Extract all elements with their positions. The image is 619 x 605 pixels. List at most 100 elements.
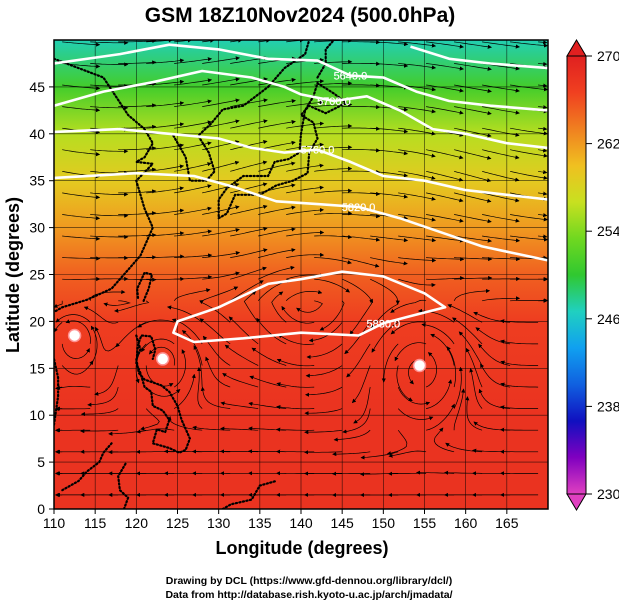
streamline bbox=[398, 149, 436, 158]
x-tick-label: 115 bbox=[84, 515, 107, 531]
streamline bbox=[342, 257, 380, 268]
coastline bbox=[117, 461, 130, 509]
streamline bbox=[426, 214, 464, 223]
streamline bbox=[454, 149, 492, 160]
streamline bbox=[370, 63, 409, 68]
streamline bbox=[426, 149, 464, 160]
streamline bbox=[230, 266, 267, 280]
coastline bbox=[217, 81, 349, 220]
streamline bbox=[62, 214, 101, 221]
streamline bbox=[430, 333, 455, 366]
streamline bbox=[510, 127, 548, 136]
streamline bbox=[202, 56, 240, 64]
streamline bbox=[454, 106, 492, 116]
streamline bbox=[202, 251, 241, 258]
streamline bbox=[314, 257, 352, 265]
streamline bbox=[167, 305, 203, 323]
streamline bbox=[80, 408, 119, 417]
streamline bbox=[258, 98, 296, 107]
streamline bbox=[370, 106, 409, 112]
wind-streamlines bbox=[54, 40, 548, 498]
streamline bbox=[230, 280, 264, 302]
streamline bbox=[454, 192, 492, 203]
streamline bbox=[381, 343, 399, 383]
streamline bbox=[230, 248, 268, 258]
closed-lows bbox=[67, 328, 427, 373]
streamline bbox=[304, 408, 343, 416]
streamline bbox=[538, 148, 548, 153]
streamline bbox=[251, 347, 287, 366]
streamline bbox=[140, 408, 160, 431]
streamline bbox=[286, 121, 325, 129]
streamline bbox=[458, 331, 483, 366]
streamline bbox=[141, 338, 175, 353]
streamline bbox=[447, 304, 483, 323]
x-tick-label: 130 bbox=[207, 515, 231, 531]
streamline bbox=[426, 257, 465, 262]
streamline bbox=[136, 428, 175, 434]
streamline bbox=[174, 78, 213, 86]
streamline bbox=[286, 142, 324, 151]
streamline bbox=[426, 84, 464, 93]
streamline bbox=[62, 149, 101, 157]
streamline bbox=[454, 84, 492, 93]
streamline bbox=[61, 360, 94, 375]
streamline bbox=[62, 41, 101, 47]
streamline bbox=[454, 127, 492, 138]
streamline bbox=[386, 429, 408, 456]
streamline bbox=[276, 404, 315, 410]
streamline bbox=[421, 322, 455, 345]
streamline bbox=[346, 343, 371, 378]
streamline bbox=[342, 235, 381, 242]
streamline bbox=[342, 408, 371, 434]
streamline bbox=[538, 83, 548, 88]
streamline bbox=[314, 188, 353, 194]
streamline bbox=[398, 257, 437, 263]
coastline bbox=[221, 479, 278, 509]
streamline bbox=[319, 300, 345, 331]
height-contours: 5880.0 5820.0 5760.0 5700.0 5640.0 bbox=[54, 43, 548, 344]
streamline bbox=[482, 170, 520, 182]
colorbar-tick-label: 262 bbox=[597, 136, 619, 152]
streamline bbox=[342, 191, 381, 196]
streamline bbox=[90, 40, 129, 45]
colorbar-tick-label: 254 bbox=[597, 223, 619, 239]
streamline bbox=[510, 41, 548, 48]
streamline bbox=[193, 345, 203, 388]
streamline bbox=[344, 322, 371, 355]
streamline bbox=[370, 192, 409, 199]
streamline bbox=[538, 61, 548, 67]
streamline bbox=[286, 230, 325, 237]
y-tick-label: 45 bbox=[29, 79, 45, 95]
cyclone-center bbox=[155, 352, 170, 366]
streamline bbox=[276, 358, 315, 367]
plot-area: 5880.0 5820.0 5760.0 5700.0 5640.0 bbox=[53, 39, 549, 510]
streamline bbox=[83, 306, 119, 324]
y-axis: 0 5 10 15 20 25 30 35 40 45 bbox=[29, 79, 54, 517]
streamline bbox=[342, 214, 381, 219]
streamline bbox=[258, 183, 296, 194]
streamline bbox=[202, 205, 240, 215]
colorbar-ramp bbox=[566, 55, 587, 495]
streamline bbox=[305, 365, 343, 378]
streamline bbox=[370, 278, 400, 305]
streamline bbox=[200, 386, 231, 409]
x-tick-label: 165 bbox=[495, 515, 519, 531]
streamline bbox=[454, 235, 492, 243]
streamline bbox=[465, 396, 483, 431]
streamline bbox=[65, 319, 91, 344]
streamline bbox=[258, 227, 296, 237]
streamline bbox=[202, 286, 239, 302]
height-contour bbox=[172, 270, 447, 344]
streamline bbox=[482, 296, 521, 302]
streamline bbox=[118, 189, 157, 194]
streamline bbox=[258, 140, 296, 151]
streamline bbox=[469, 368, 483, 409]
height-contour bbox=[54, 171, 548, 262]
colorbar-tick-label: 270 bbox=[597, 48, 619, 64]
streamline bbox=[89, 325, 98, 366]
streamline bbox=[174, 57, 213, 64]
x-tick-label: 155 bbox=[413, 515, 437, 531]
streamline bbox=[224, 344, 259, 366]
streamline bbox=[426, 192, 464, 203]
